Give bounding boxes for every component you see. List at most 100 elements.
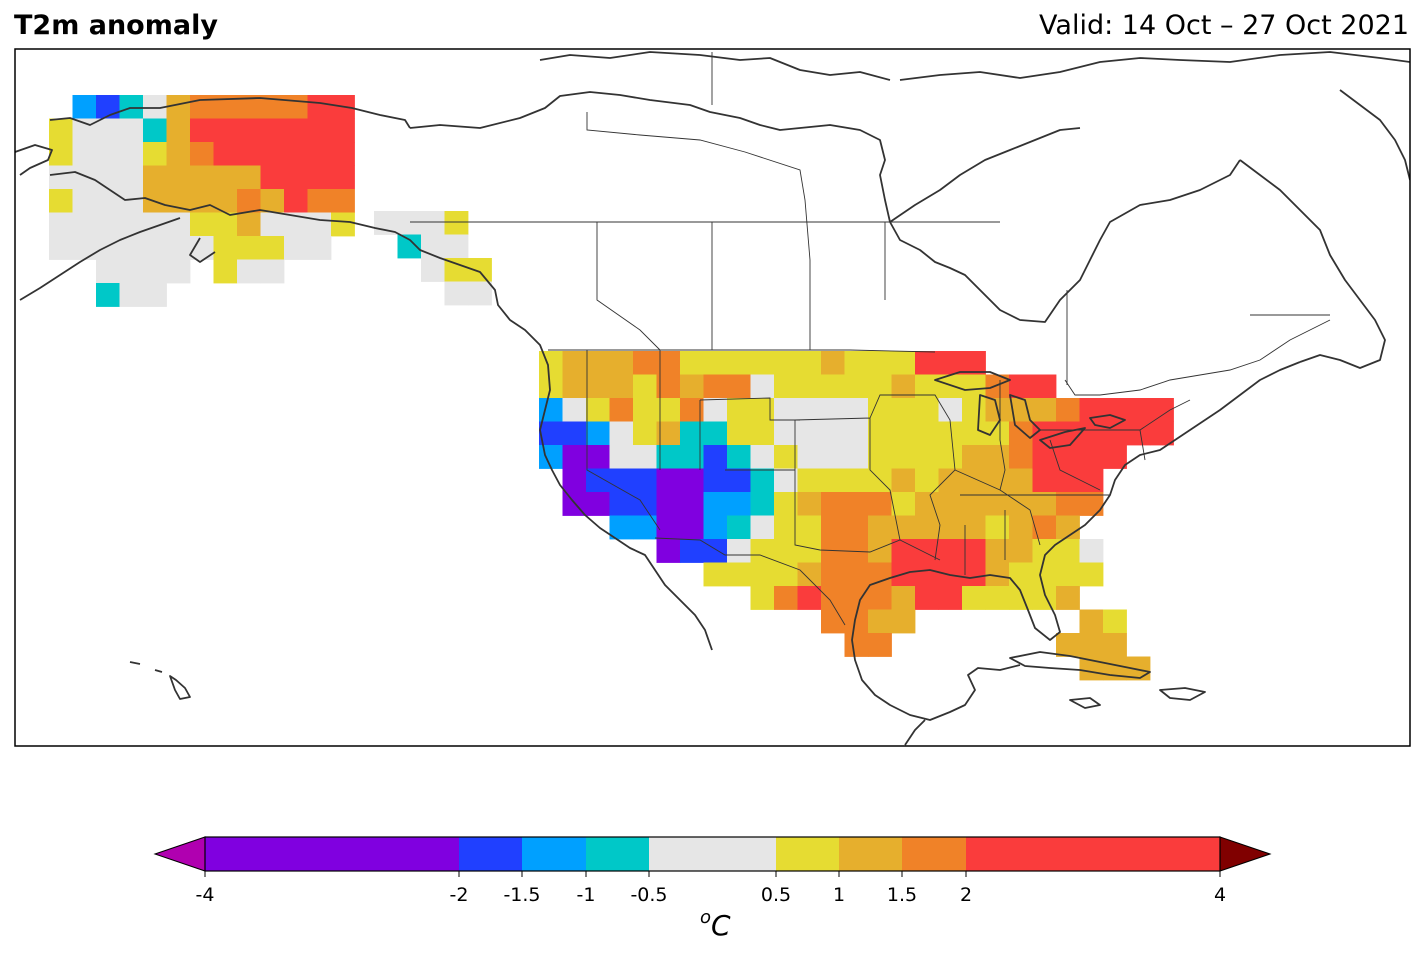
anomaly-cell: [821, 492, 845, 516]
anomaly-cell: [962, 539, 986, 563]
anomaly-cell: [143, 165, 167, 190]
anomaly-cell: [680, 398, 704, 422]
anomaly-cell: [656, 539, 681, 563]
anomaly-cell: [1056, 586, 1080, 610]
anomaly-cell: [260, 142, 285, 166]
anomaly-cell: [915, 562, 939, 587]
anomaly-cell: [1079, 492, 1104, 516]
anomaly-cell: [727, 445, 751, 469]
anomaly-cell: [562, 374, 587, 399]
anomaly-cell: [750, 539, 775, 563]
canada-us-border: [410, 221, 1331, 396]
anomaly-cell: [821, 562, 845, 587]
anomaly-cell: [562, 445, 587, 469]
anomaly-cell: [821, 374, 845, 399]
anomaly-cell: [49, 236, 73, 260]
anomaly-cell: [938, 374, 963, 399]
anomaly-cell: [1103, 609, 1127, 634]
colorbar-tick-label: -1.5: [503, 884, 540, 906]
anomaly-cell: [868, 351, 892, 375]
anomaly-cell: [962, 586, 986, 610]
anomaly-cell: [774, 539, 798, 563]
caribbean-coastline: [1009, 651, 1206, 709]
anomaly-cell: [703, 539, 728, 563]
anomaly-cell: [166, 212, 191, 237]
anomaly-cell: [237, 165, 261, 190]
anomaly-cell: [1032, 374, 1057, 399]
valid-period: Valid: 14 Oct – 27 Oct 2021: [1039, 10, 1409, 41]
anomaly-cell: [119, 142, 144, 166]
anomaly-cell: [915, 468, 939, 493]
anomaly-cell: [213, 189, 238, 213]
anomaly-cell: [586, 468, 610, 493]
colorbar-bin: [205, 837, 459, 871]
anomaly-cell: [703, 492, 728, 516]
alaska-coastline: [15, 97, 713, 651]
colorbar-tick-label: 1.5: [887, 884, 917, 906]
anomaly-cell: [774, 515, 798, 540]
anomaly-cell: [1079, 656, 1104, 681]
anomaly-cell: [915, 421, 939, 446]
anomaly-cell: [237, 236, 261, 260]
anomaly-cell: [72, 212, 97, 237]
anomaly-cell: [562, 468, 587, 493]
anomaly-cell: [1056, 539, 1080, 563]
anomaly-cell: [49, 142, 73, 166]
anomaly-cell: [844, 609, 869, 634]
anomaly-cell: [237, 95, 261, 119]
anomaly-cell: [821, 468, 845, 493]
anomaly-cell: [750, 374, 775, 399]
map-title: T2m anomaly: [14, 10, 218, 41]
anomaly-cell: [213, 165, 238, 190]
anomaly-grid-layer: [49, 95, 1174, 681]
anomaly-cell: [985, 539, 1010, 563]
anomaly-cell: [656, 351, 681, 375]
anomaly-cell: [237, 118, 261, 143]
anomaly-cell: [844, 492, 869, 516]
anomaly-cell: [633, 445, 657, 469]
anomaly-cell: [49, 165, 73, 190]
anomaly-cell: [190, 212, 214, 237]
anomaly-cell: [96, 283, 120, 307]
anomaly-cell: [1032, 492, 1057, 516]
anomaly-cell: [891, 492, 916, 516]
anomaly-cell: [260, 189, 285, 213]
anomaly-cell: [1079, 633, 1104, 657]
anomaly-cell: [891, 445, 916, 469]
anomaly-cell: [985, 515, 1010, 540]
anomaly-cell: [797, 586, 822, 610]
anomaly-cell: [774, 492, 798, 516]
anomaly-cell: [797, 515, 822, 540]
anomaly-cell: [727, 398, 751, 422]
anomaly-cell: [633, 421, 657, 446]
anomaly-cell: [891, 351, 916, 375]
anomaly-cell: [166, 95, 191, 119]
anomaly-cell: [190, 142, 214, 166]
colorbar-tick-label: 1: [833, 884, 845, 906]
arctic-coastline: [409, 51, 1410, 369]
anomaly-cell: [891, 374, 916, 399]
anomaly-cell: [750, 586, 775, 610]
anomaly-cell: [143, 283, 167, 307]
anomaly-cell: [938, 539, 963, 563]
colorbar-tick-label: -4: [196, 884, 215, 906]
anomaly-cell: [844, 398, 869, 422]
anomaly-cell: [985, 374, 1010, 399]
anomaly-cell: [119, 165, 144, 190]
anomaly-cell: [586, 421, 610, 446]
anomaly-cell: [1103, 445, 1127, 469]
anomaly-cell: [72, 142, 97, 166]
anomaly-cell: [72, 165, 97, 190]
anomaly-cell: [985, 586, 1010, 610]
anomaly-cell: [844, 633, 869, 657]
colorbar-over-triangle: [1219, 836, 1272, 872]
anomaly-cell: [727, 351, 751, 375]
political-borders: [410, 52, 1331, 626]
anomaly-cell: [891, 515, 916, 540]
colorbar-tick-label: -1: [577, 884, 596, 906]
anomaly-cell: [774, 398, 798, 422]
anomaly-cell: [703, 562, 728, 587]
anomaly-cell: [190, 118, 214, 143]
anomaly-cell: [915, 586, 939, 610]
